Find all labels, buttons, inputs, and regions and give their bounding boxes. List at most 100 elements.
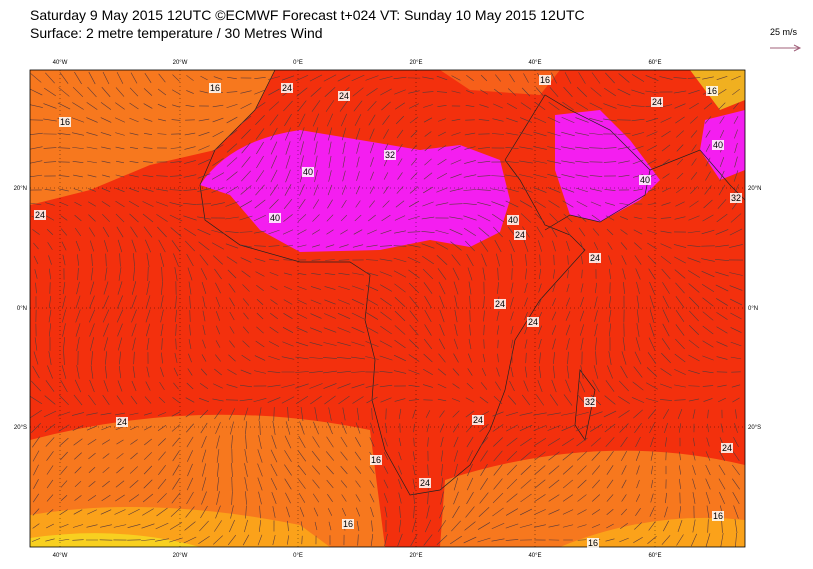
wind-arrow: [357, 534, 359, 546]
wind-arrow: [115, 146, 125, 150]
wind-arrow: [356, 156, 360, 168]
wind-arrow: [324, 87, 336, 97]
wind-arrow: [548, 101, 560, 111]
wind-arrow: [439, 423, 445, 433]
wind-arrow: [242, 340, 250, 348]
wind-arrow: [466, 423, 474, 433]
wind-arrow: [575, 424, 589, 432]
wind-arrow: [371, 408, 373, 420]
wind-arrow: [411, 144, 417, 152]
wind-arrow: [30, 104, 43, 108]
wind-arrow: [174, 267, 178, 281]
wind-arrow: [90, 337, 94, 351]
wind-arrow: [437, 520, 447, 532]
wind-arrow: [59, 72, 69, 84]
wind-arrow: [493, 450, 503, 462]
wind-arrow: [413, 505, 415, 519]
wind-arrow: [157, 133, 167, 135]
wind-arrow: [633, 229, 643, 235]
wind-arrow: [648, 337, 656, 351]
lon-label: 0°E: [293, 60, 303, 66]
contour-label: 24: [652, 97, 662, 107]
wind-arrow: [129, 466, 139, 474]
wind-arrow: [466, 491, 474, 505]
wind-arrow: [185, 397, 195, 403]
wind-arrow: [227, 76, 237, 80]
wind-arrow: [607, 242, 613, 250]
wind-arrow: [286, 506, 290, 518]
wind-arrow: [617, 88, 631, 96]
wind-arrow: [282, 327, 294, 333]
wind-arrow: [130, 226, 138, 238]
wind-arrow: [636, 479, 640, 489]
wind-arrow: [650, 436, 654, 448]
wind-arrow: [424, 144, 432, 152]
wind-arrow: [145, 239, 151, 253]
wind-arrow: [465, 506, 475, 518]
wind-arrow: [718, 184, 726, 196]
wind-arrow: [102, 309, 110, 323]
wind-arrow: [660, 243, 672, 249]
wind-arrow: [393, 257, 407, 263]
contour-label-bg: [651, 97, 663, 107]
wind-arrow: [477, 189, 491, 191]
wind-arrow: [384, 506, 388, 518]
wind-arrow: [60, 495, 68, 501]
wind-arrow: [241, 170, 251, 182]
wind-arrow: [454, 463, 458, 477]
wind-arrow: [688, 283, 700, 293]
wind-arrow: [352, 244, 364, 248]
wind-arrow: [592, 228, 600, 236]
wind-arrow: [62, 254, 66, 266]
wind-arrow: [409, 296, 419, 308]
wind-arrow: [634, 522, 642, 530]
wind-arrow: [189, 324, 191, 336]
wind-arrow: [674, 103, 686, 109]
wind-arrow: [677, 409, 683, 419]
wind-arrow: [538, 240, 542, 252]
wind-arrow: [211, 187, 225, 193]
wind-arrow: [326, 479, 334, 489]
wind-arrow: [551, 311, 557, 321]
wind-arrow: [327, 421, 333, 435]
wind-arrow: [269, 272, 279, 276]
wind-arrow: [606, 465, 614, 475]
wind-arrow: [380, 88, 392, 96]
wind-arrow: [533, 173, 547, 179]
wind-arrow: [270, 449, 278, 463]
wind-arrow: [702, 76, 714, 80]
wind-arrow: [257, 534, 263, 546]
wind-arrow: [707, 409, 709, 419]
wind-arrow: [702, 297, 714, 307]
wind-arrow: [581, 269, 583, 279]
wind-arrow: [365, 312, 379, 320]
wind-arrow: [468, 281, 472, 295]
wind-arrow: [351, 341, 365, 347]
wind-arrow: [580, 283, 584, 293]
lon-label: 20°W: [173, 60, 188, 66]
wind-arrow: [88, 214, 96, 222]
wind-arrow: [735, 533, 737, 547]
contour-label: 40: [640, 175, 650, 185]
wind-arrow: [369, 437, 375, 447]
wind-arrow: [662, 187, 670, 193]
wind-arrow: [202, 296, 206, 308]
wind-arrow: [102, 395, 110, 405]
wind-arrow: [132, 366, 136, 378]
wind-arrow: [200, 505, 208, 519]
wind-arrow: [679, 451, 681, 461]
wind-arrow: [103, 240, 109, 252]
wind-arrow: [88, 480, 96, 488]
wind-arrow: [705, 451, 711, 461]
wind-arrow: [631, 89, 645, 95]
wind-arrow: [129, 174, 139, 178]
wind-arrow: [255, 340, 265, 348]
wind-arrow: [128, 187, 140, 193]
wind-arrow: [479, 423, 489, 433]
wind-arrow: [367, 101, 377, 111]
wind-arrow: [255, 271, 265, 277]
wind-arrow: [211, 172, 225, 180]
wind-arrow: [60, 215, 68, 221]
wind-arrow: [239, 231, 253, 233]
wind-arrow: [311, 450, 321, 462]
